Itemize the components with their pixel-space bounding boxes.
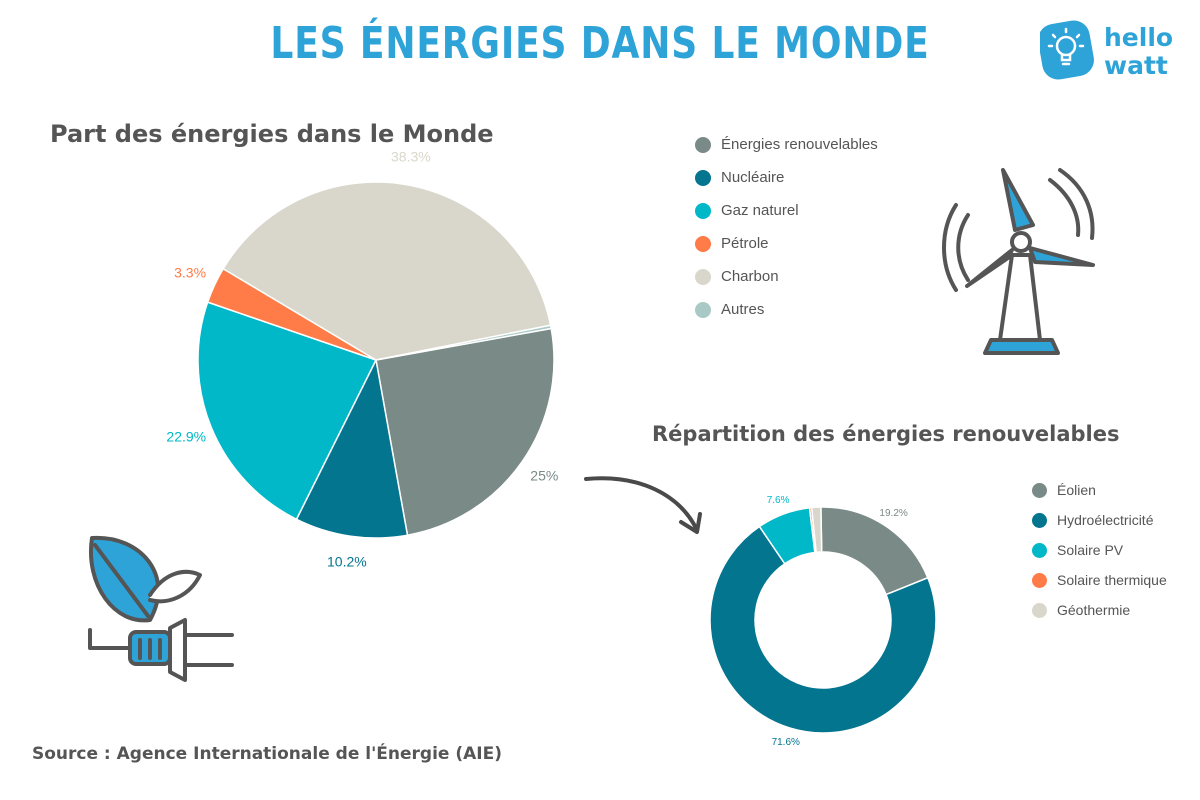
donut-chart-legend: Éolien Hydroélectricité Solaire PV Solaire …: [1032, 475, 1167, 625]
legend-swatch: [1032, 572, 1047, 588]
pie-legend-item-petrole: Pétrole: [695, 227, 878, 260]
pie-slice-autres: [375, 324, 553, 361]
legend-swatch: [695, 202, 711, 219]
pie-legend-item-energies-renouvelables: Énergies renouvelables: [695, 128, 878, 161]
pie-legend-item-gaz-naturel: Gaz naturel: [695, 194, 878, 227]
pie-label-charbon: 38.3%: [391, 149, 431, 165]
pie-legend-item-autres: Autres: [695, 293, 878, 326]
donut-label-eolien: 19.2%: [879, 508, 907, 519]
pie-slice-charbon: [222, 181, 552, 361]
legend-label: Autres: [721, 301, 765, 318]
legend-label: Pétrole: [721, 235, 769, 252]
legend-swatch: [695, 235, 711, 252]
source-note: Source : Agence Internationale de l'Éner…: [32, 744, 503, 764]
logo-text-hello: hello: [1104, 23, 1173, 52]
legend-label: Hydroélectricité: [1057, 512, 1154, 528]
pie-slice-nucleaire: [295, 357, 409, 539]
hellowatt-logo: hello watt: [1040, 20, 1173, 80]
donut-label-hydroelectricite: 71.6%: [772, 737, 800, 748]
pie-slice-energies-renouvelables: [375, 327, 555, 537]
donut-legend-item-eolien: Éolien: [1032, 475, 1167, 505]
donut-label-solaire-pv: 7.6%: [767, 495, 790, 506]
legend-swatch: [695, 268, 711, 285]
page-title: LES ÉNERGIES DANS LE MONDE: [270, 18, 930, 69]
legend-label: Charbon: [721, 268, 779, 285]
donut-legend-item-solaire-pv: Solaire PV: [1032, 535, 1167, 565]
pie-label-petrole: 3.3%: [174, 264, 206, 280]
legend-label: Nucléaire: [721, 169, 785, 186]
legend-swatch: [1032, 602, 1047, 618]
legend-swatch: [695, 301, 711, 318]
legend-swatch: [695, 136, 711, 153]
legend-swatch: [1032, 482, 1047, 498]
donut-chart-title: Répartition des énergies renouvelables: [652, 422, 1120, 446]
legend-label: Gaz naturel: [721, 202, 799, 219]
legend-swatch: [695, 169, 711, 186]
donut-slice-hydroelectricite: [709, 525, 937, 734]
lightbulb-icon: [1047, 27, 1085, 66]
leaf-plug-icon: [88, 535, 234, 682]
pie-label-gaz-naturel: 22.9%: [166, 428, 206, 444]
donut-slice-eolien: [820, 506, 929, 596]
pie-chart-title: Part des énergies dans le Monde: [50, 120, 494, 148]
pie-slice-gaz-naturel: [197, 301, 378, 521]
logo-text-watt: watt: [1104, 51, 1168, 80]
legend-swatch: [1032, 512, 1047, 528]
legend-label: Solaire thermique: [1057, 572, 1167, 588]
pie-label-energies-renouvelables: 25%: [530, 468, 558, 484]
curved-arrow-icon: [584, 476, 702, 534]
legend-label: Énergies renouvelables: [721, 136, 878, 153]
legend-label: Géothermie: [1057, 602, 1131, 618]
energy-share-pie-chart: 25% 10.2% 22.9% 3.3% 38.3%: [166, 149, 558, 570]
donut-slice-geothermie: [810, 506, 823, 554]
pie-chart-legend: Énergies renouvelables Nucléaire Gaz natur…: [695, 128, 878, 326]
pie-legend-item-nucleaire: Nucléaire: [695, 161, 878, 194]
wind-turbine-icon: [942, 168, 1095, 355]
legend-label: Solaire PV: [1057, 542, 1124, 558]
pie-label-nucleaire: 10.2%: [327, 554, 367, 570]
legend-label: Éolien: [1057, 482, 1096, 498]
renewables-donut-chart: 19.2% 71.6% 7.6%: [709, 495, 937, 748]
donut-legend-item-geothermie: Géothermie: [1032, 595, 1167, 625]
pie-legend-item-charbon: Charbon: [695, 260, 878, 293]
legend-swatch: [1032, 542, 1047, 558]
donut-legend-item-hydroelectricite: Hydroélectricité: [1032, 505, 1167, 535]
donut-legend-item-solaire-thermique: Solaire thermique: [1032, 565, 1167, 595]
